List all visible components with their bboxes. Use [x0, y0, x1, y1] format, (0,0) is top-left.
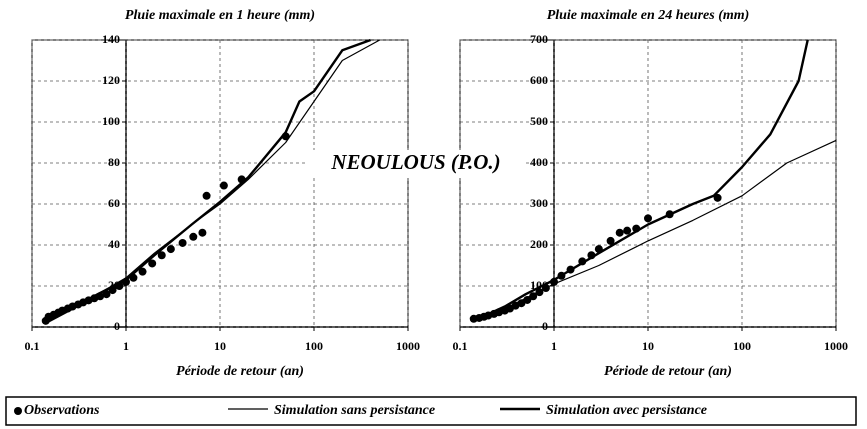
y-tick-label: 300: [530, 196, 548, 210]
x-tick-label: 100: [733, 339, 751, 353]
y-tick-label: 200: [530, 237, 548, 251]
data-point: [157, 251, 166, 260]
data-point: [166, 245, 175, 254]
legend-label: Simulation sans persistance: [274, 403, 435, 418]
data-point: [189, 232, 198, 241]
data-point: [198, 228, 207, 237]
x-tick-label: 100: [305, 339, 323, 353]
x-tick-label: 0.1: [25, 339, 40, 353]
y-tick-label: 40: [108, 237, 120, 251]
chart-title: Pluie maximale en 1 heure (mm): [125, 8, 315, 23]
y-tick-label: 100: [102, 114, 120, 128]
x-axis-label: Période de retour (an): [176, 364, 304, 379]
x-tick-label: 0.1: [453, 339, 468, 353]
y-tick-label: 0: [542, 319, 548, 333]
y-tick-label: 80: [108, 155, 120, 169]
suptitle-bg: [308, 150, 526, 178]
legend-label: Simulation avec persistance: [546, 403, 707, 418]
y-tick-label: 700: [530, 32, 548, 46]
y-tick-label: 0: [114, 319, 120, 333]
data-point: [644, 214, 652, 223]
x-tick-label: 1: [123, 339, 129, 353]
data-point: [529, 292, 538, 301]
data-point: [148, 259, 157, 268]
data-point: [202, 191, 211, 200]
y-tick-label: 60: [108, 196, 120, 210]
y-tick-label: 500: [530, 114, 548, 128]
x-tick-label: 10: [214, 339, 226, 353]
x-axis-label: Période de retour (an): [604, 364, 732, 379]
x-tick-label: 1000: [396, 339, 420, 353]
x-tick-label: 10: [642, 339, 654, 353]
data-point: [178, 238, 187, 247]
data-point: [606, 236, 615, 245]
y-tick-label: 140: [102, 32, 120, 46]
suptitle: NEOULOUS (P.O.): [330, 150, 500, 174]
y-tick-label: 600: [530, 73, 548, 87]
y-tick-label: 120: [102, 73, 120, 87]
legend-box: [5, 396, 857, 426]
data-point: [713, 193, 722, 202]
legend-label: Observations: [24, 403, 100, 418]
data-point: [615, 228, 624, 237]
series-line: [473, 39, 809, 322]
legend-marker: [14, 407, 22, 415]
data-point: [138, 267, 147, 276]
data-point: [102, 290, 111, 299]
series-line: [473, 139, 837, 322]
x-tick-label: 1000: [824, 339, 848, 353]
chart-title: Pluie maximale en 24 heures (mm): [547, 8, 750, 23]
data-point: [623, 226, 632, 235]
y-tick-label: 400: [530, 155, 548, 169]
data-point: [219, 181, 228, 190]
series-line: [45, 38, 372, 324]
x-tick-label: 1: [551, 339, 557, 353]
